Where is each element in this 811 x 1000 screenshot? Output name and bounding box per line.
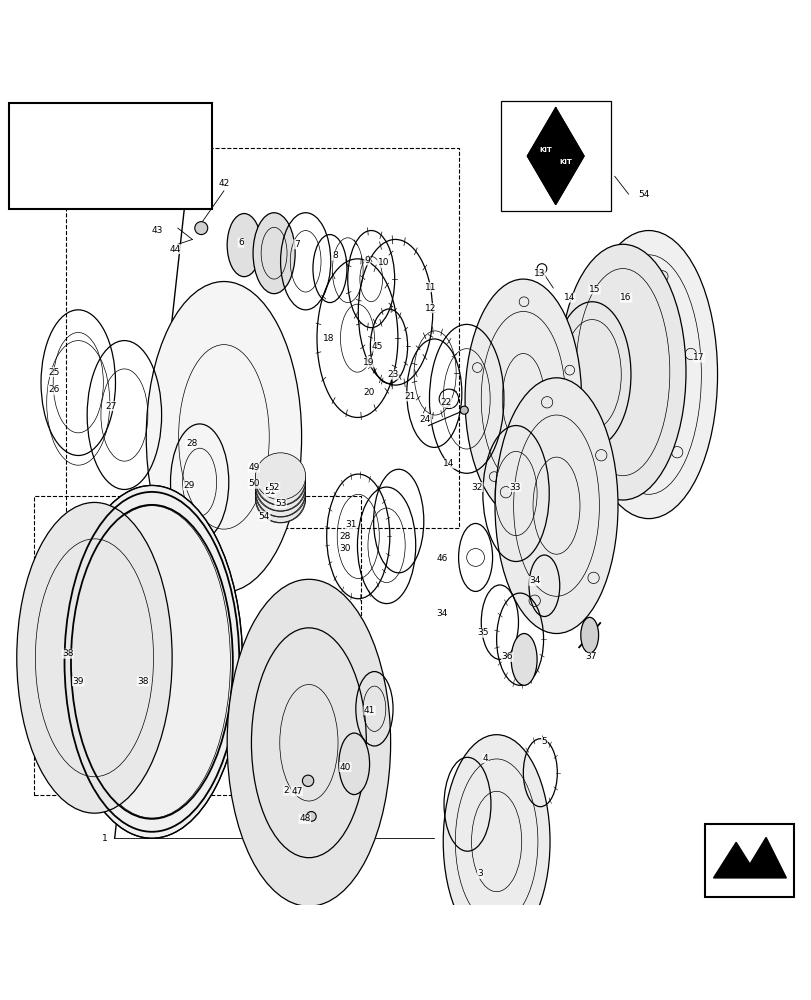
Text: 5: 5 <box>541 737 547 746</box>
Text: 12: 12 <box>424 304 436 313</box>
Ellipse shape <box>559 244 685 500</box>
Text: 4: 4 <box>482 754 487 763</box>
Text: 45: 45 <box>371 342 383 351</box>
Text: 52: 52 <box>268 483 280 492</box>
Ellipse shape <box>465 279 581 519</box>
Text: 31: 31 <box>345 520 356 529</box>
Text: 53: 53 <box>274 499 286 508</box>
Text: 18: 18 <box>323 334 334 343</box>
Text: 36: 36 <box>500 652 513 661</box>
Text: 29: 29 <box>183 481 195 490</box>
Ellipse shape <box>255 453 305 500</box>
Text: 8: 8 <box>332 251 337 260</box>
Text: 6: 6 <box>238 238 243 247</box>
Text: 50: 50 <box>248 479 260 488</box>
Text: 51: 51 <box>264 487 276 496</box>
Text: 35: 35 <box>477 628 488 637</box>
Text: 47: 47 <box>290 787 302 796</box>
Circle shape <box>302 775 313 786</box>
Text: KIT: KIT <box>559 159 572 165</box>
Ellipse shape <box>255 459 305 506</box>
Text: 2: 2 <box>283 786 289 795</box>
Text: 16: 16 <box>620 293 631 302</box>
Bar <box>500 101 610 211</box>
Text: 34: 34 <box>528 576 539 585</box>
Text: 7: 7 <box>294 240 299 249</box>
Circle shape <box>460 406 468 414</box>
Text: 49: 49 <box>248 463 260 472</box>
Text: 26: 26 <box>48 385 59 394</box>
Text: 19: 19 <box>363 358 374 367</box>
Ellipse shape <box>61 485 242 838</box>
Ellipse shape <box>495 378 617 634</box>
Text: 10: 10 <box>377 258 388 267</box>
Text: 17: 17 <box>693 353 704 362</box>
Text: 33: 33 <box>508 483 521 492</box>
Text: 14: 14 <box>443 459 454 468</box>
Text: 54: 54 <box>637 190 649 199</box>
Text: 38: 38 <box>137 677 148 686</box>
Ellipse shape <box>227 579 390 906</box>
Text: 14: 14 <box>563 293 574 302</box>
Bar <box>10 103 212 209</box>
Ellipse shape <box>443 735 549 948</box>
Ellipse shape <box>17 502 172 813</box>
Circle shape <box>195 222 208 235</box>
Text: 1: 1 <box>102 834 108 843</box>
Text: KIT: KIT <box>539 147 551 153</box>
Ellipse shape <box>255 464 305 511</box>
Text: 48: 48 <box>298 814 310 823</box>
Text: 34: 34 <box>436 609 448 618</box>
Ellipse shape <box>580 617 598 653</box>
Text: 32: 32 <box>471 483 483 492</box>
Text: 44: 44 <box>169 245 181 254</box>
Text: 38: 38 <box>62 649 74 658</box>
Text: 43: 43 <box>151 226 162 235</box>
Text: 40: 40 <box>339 763 350 772</box>
Text: 54: 54 <box>259 512 270 521</box>
Text: 21: 21 <box>404 392 415 401</box>
Ellipse shape <box>579 231 717 519</box>
Text: 39: 39 <box>72 677 84 686</box>
Polygon shape <box>713 837 785 878</box>
Bar <box>705 824 793 897</box>
Text: 42: 42 <box>218 179 230 188</box>
Ellipse shape <box>227 214 261 277</box>
Text: 11: 11 <box>424 283 436 292</box>
Ellipse shape <box>253 213 294 294</box>
Text: 28: 28 <box>339 532 350 541</box>
Text: 22: 22 <box>440 398 452 407</box>
Ellipse shape <box>255 470 305 517</box>
Text: 24: 24 <box>419 415 431 424</box>
Text: 20: 20 <box>363 388 374 397</box>
Text: 30: 30 <box>339 544 350 553</box>
Ellipse shape <box>338 733 369 795</box>
Text: 15: 15 <box>588 285 599 294</box>
Circle shape <box>306 812 315 821</box>
Text: 23: 23 <box>387 370 398 379</box>
Text: 46: 46 <box>436 554 448 563</box>
Text: 28: 28 <box>186 439 197 448</box>
Ellipse shape <box>255 476 305 523</box>
Text: 25: 25 <box>48 368 59 377</box>
Polygon shape <box>527 108 583 204</box>
Text: 37: 37 <box>585 652 596 661</box>
Text: 27: 27 <box>105 402 116 411</box>
Ellipse shape <box>146 282 301 592</box>
Ellipse shape <box>511 634 536 685</box>
Text: 9: 9 <box>364 256 370 265</box>
Text: 3: 3 <box>477 869 483 878</box>
Text: 41: 41 <box>363 706 375 715</box>
Text: 13: 13 <box>533 269 545 278</box>
